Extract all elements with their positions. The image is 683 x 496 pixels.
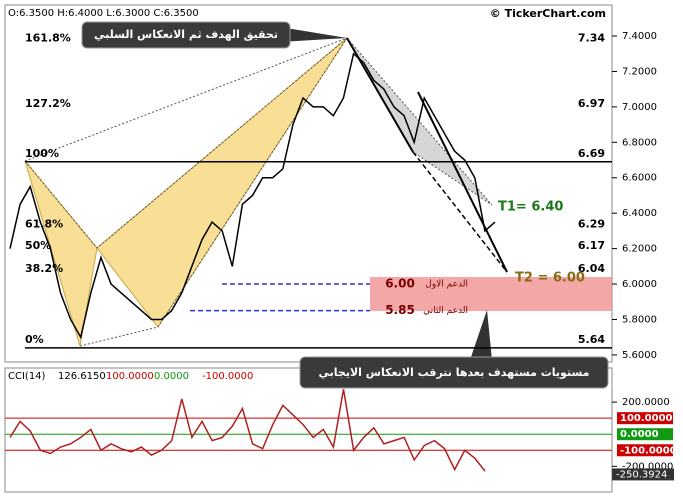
callout-pointer	[280, 27, 347, 42]
reference-label-bg	[617, 428, 673, 441]
fib-price: 6.04	[578, 262, 605, 275]
pattern-dotted	[24, 37, 348, 249]
support-name: الدعم الثاني	[423, 306, 468, 316]
support-value: 5.85	[385, 303, 415, 317]
pattern-dotted	[79, 37, 348, 347]
last-value-bg	[612, 468, 674, 481]
cci-header-value: -100.0000	[202, 371, 253, 382]
reference-label-bg	[617, 444, 673, 457]
callout-text: تحقيق الهدف ثم الانعكاس السلبي	[94, 28, 278, 41]
y-tick-label: 7.4000	[622, 31, 657, 42]
y-tick-label: 6.0000	[622, 279, 657, 290]
cci-legend: CCI(14)	[8, 371, 46, 382]
y-tick-label: 5.8000	[622, 314, 657, 325]
reference-label: 100.0000	[620, 413, 673, 424]
support-value: 6.00	[385, 277, 415, 291]
cci-header-value: 0.0000	[154, 371, 189, 382]
target-label: T1= 6.40	[498, 200, 563, 215]
reference-label-bg	[617, 412, 673, 425]
fib-price: 6.97	[578, 97, 605, 110]
callout-box	[81, 21, 291, 49]
support-name: الدعم الاول	[425, 280, 468, 290]
y-tick-label: 6.2000	[622, 244, 657, 255]
y-tick-label: 5.6000	[622, 350, 657, 361]
last-value-label: -250.3924	[616, 469, 667, 480]
fib-price: 5.64	[578, 333, 605, 346]
cci-header-value: 126.6150	[58, 371, 106, 382]
y-tick-label: -200.0000	[622, 461, 673, 472]
callout-box	[299, 356, 609, 389]
trend-line	[412, 151, 508, 273]
y-tick-label: 6.6000	[622, 173, 657, 184]
y-tick-label: 200.0000	[622, 397, 670, 408]
y-tick-label: 7.2000	[622, 66, 657, 77]
fib-ratio: 50%	[25, 239, 51, 252]
data-line	[9, 52, 496, 340]
reference-label: -100.0000	[620, 445, 677, 456]
fib-price: 6.69	[578, 147, 605, 160]
target-label: T2 = 6.00	[515, 271, 585, 286]
y-tick-label: 6.8000	[622, 137, 657, 148]
fib-price: 6.29	[578, 218, 605, 231]
y-tick-label: 6.4000	[622, 208, 657, 219]
trend-line	[417, 91, 508, 273]
fib-price: 6.17	[578, 239, 605, 252]
ohlc-header: O:6.3500 H:6.4000 L:6.3000 C:6.3500	[8, 8, 199, 19]
cci-header-value: 100.0000	[106, 371, 154, 382]
fib-ratio: 61.8%	[25, 218, 63, 231]
callout-text: مستويات مستهدف بعدها نترقب الانعكاس الاي…	[319, 366, 590, 379]
fib-ratio: 100%	[25, 147, 59, 160]
y-tick-label: 7.0000	[622, 102, 657, 113]
fib-ratio: 38.2%	[25, 262, 63, 275]
support-box	[370, 277, 612, 311]
watermark: © TickerChart.com	[490, 7, 606, 20]
fib-ratio: 127.2%	[25, 97, 71, 110]
pattern-dotted	[24, 37, 348, 162]
reference-label: 0.0000	[620, 429, 659, 440]
fib-price: 7.34	[578, 32, 605, 45]
fib-ratio: 161.8%	[25, 32, 71, 45]
fib-ratio: 0%	[25, 333, 44, 346]
data-line	[9, 389, 486, 472]
